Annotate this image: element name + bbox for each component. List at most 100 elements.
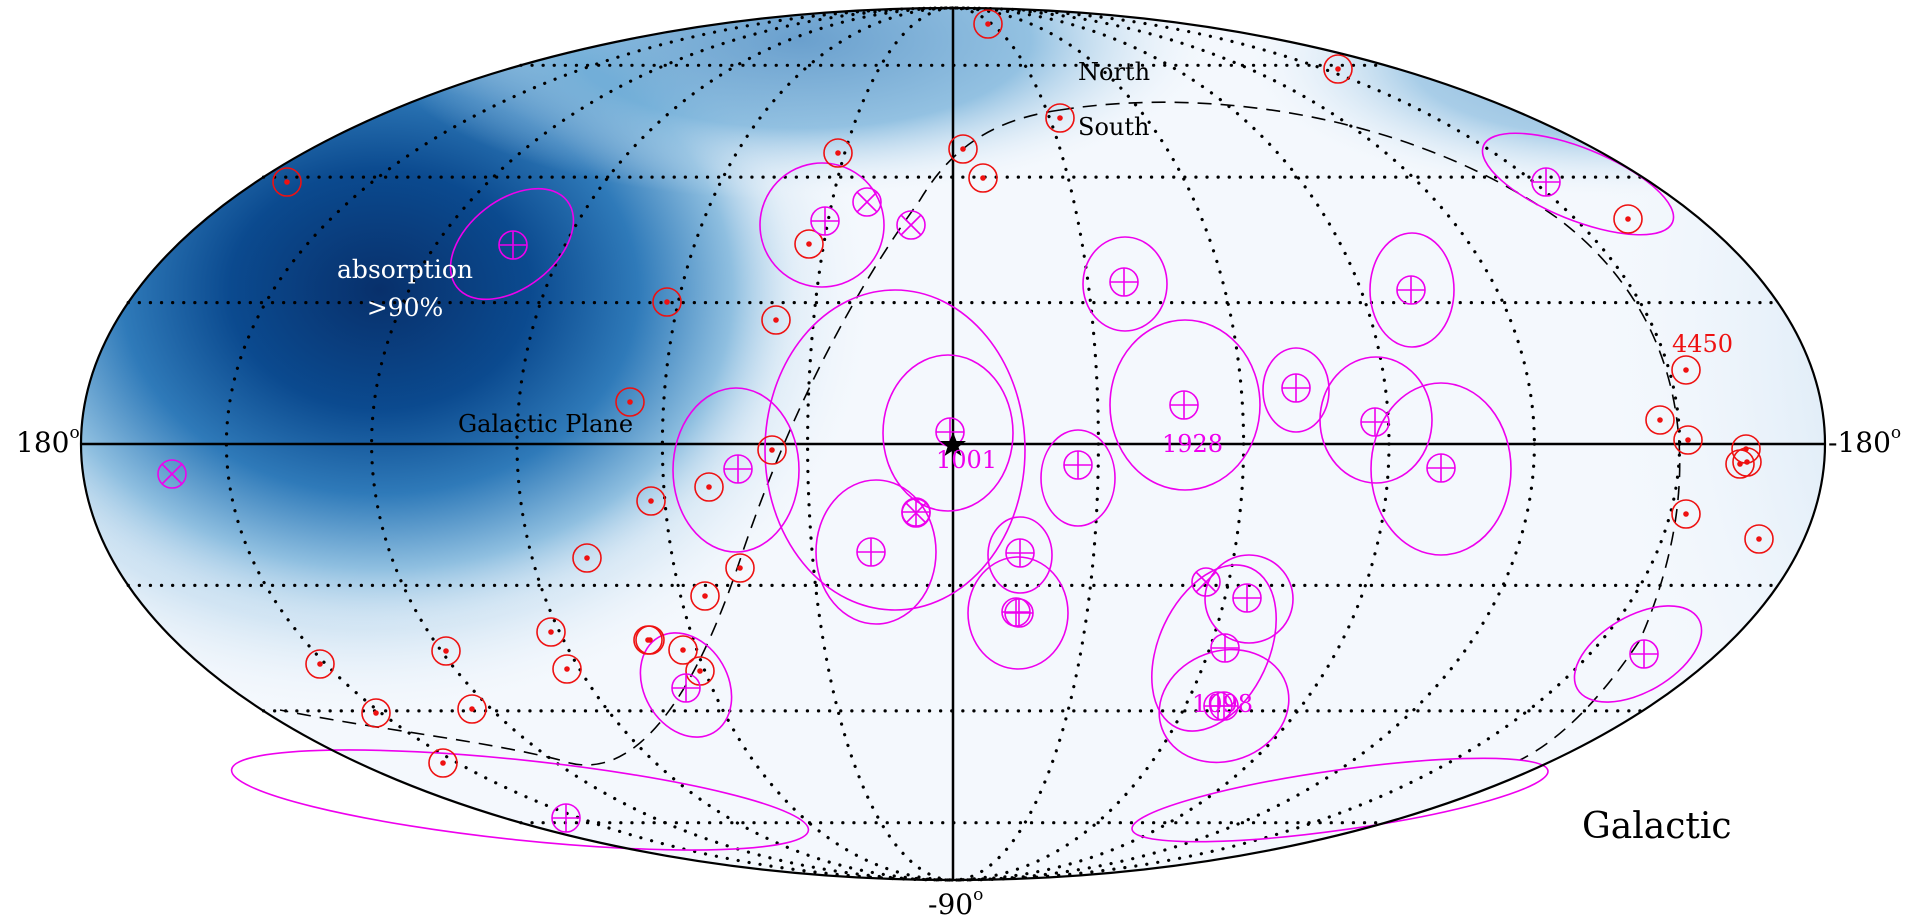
north-south-boundary: [279, 101, 1681, 766]
error-ellipse: [882, 354, 1014, 512]
red-source-marker: [1045, 103, 1075, 133]
absorption-threshold-label: >90%: [367, 293, 444, 322]
red-source-marker: [1323, 54, 1353, 84]
crossed-circle-marker: [1001, 597, 1031, 627]
x-circle-marker: [896, 210, 926, 240]
error-ellipse: [1370, 382, 1512, 556]
crossed-circle-marker: [671, 673, 701, 703]
source-id-1098: 1098: [1192, 690, 1253, 718]
red-source-marker: [968, 163, 998, 193]
red-source-marker: [428, 748, 458, 778]
red-source-marker: [615, 387, 645, 417]
crossed-circle-marker: [1426, 453, 1456, 483]
crossed-circle-marker: [1360, 407, 1390, 437]
crossed-circle-marker: [1005, 538, 1035, 568]
error-ellipse: [1204, 554, 1294, 644]
red-source-marker: [725, 553, 755, 583]
frame-label: Galactic: [1582, 806, 1732, 847]
error-ellipse: [672, 387, 800, 553]
red-source-marker: [973, 9, 1003, 39]
red-source-marker: [694, 472, 724, 502]
error-ellipse: [1131, 757, 1549, 843]
red-source-marker: [1732, 447, 1762, 477]
crossed-circle-marker: [1629, 639, 1659, 669]
red-source-marker: [536, 617, 566, 647]
source-id-1001: 1001: [936, 446, 997, 474]
red-source-marker: [668, 635, 698, 665]
red-source-marker: [305, 649, 335, 679]
red-source-marker: [690, 581, 720, 611]
left-edge-label: 180o: [16, 423, 80, 459]
south-label: South: [1078, 113, 1149, 141]
red-source-marker: [1671, 499, 1701, 529]
red-source-marker: [457, 694, 487, 724]
error-ellipse: [449, 187, 575, 301]
x-circle-marker: [1191, 567, 1221, 597]
right-edge-label: -180o: [1828, 423, 1901, 459]
error-ellipse: [967, 556, 1069, 670]
error-ellipse: [1082, 236, 1168, 332]
red-source-marker: [636, 486, 666, 516]
x-circle-marker: [157, 459, 187, 489]
red-source-marker: [794, 229, 824, 259]
red-source-marker: [635, 625, 665, 655]
red-source-marker: [948, 134, 978, 164]
crossed-circle-marker: [1109, 267, 1139, 297]
red-source-marker: [1673, 425, 1703, 455]
red-source-marker: [761, 305, 791, 335]
error-ellipse: [987, 516, 1053, 594]
red-source-marker: [1645, 405, 1675, 435]
crossed-circle-marker: [1210, 633, 1240, 663]
error-ellipses: [230, 132, 1703, 851]
error-ellipse: [1158, 648, 1290, 764]
crossed-circle-marker: [1203, 691, 1233, 721]
error-ellipse: [1109, 319, 1261, 491]
crossed-circle-marker: [1004, 598, 1034, 628]
red-source-marker: [1744, 524, 1774, 554]
red-source-marker: [552, 654, 582, 684]
crossed-circle-marker: [810, 206, 840, 236]
crossed-circle-marker: [498, 230, 528, 260]
crossed-circle-marker: [1063, 450, 1093, 480]
error-ellipse: [815, 479, 937, 625]
error-ellipse: [639, 632, 733, 738]
error-ellipse: [1262, 347, 1330, 433]
error-ellipse: [1481, 132, 1675, 236]
galactic-plane-label: Galactic Plane: [458, 410, 633, 438]
error-ellipse: [1319, 356, 1433, 484]
red-source-marker: [1613, 204, 1643, 234]
red-source-marker: [652, 287, 682, 317]
red-source-marker: [1671, 355, 1701, 385]
sky-boundary: [79, 6, 1827, 882]
red-source-marker: [361, 698, 391, 728]
source-id-1928: 1928: [1162, 430, 1223, 458]
crossed-circle-marker: [856, 537, 886, 567]
error-ellipse: [1369, 232, 1455, 348]
crossed-circle-marker: [1232, 583, 1262, 613]
error-ellipse: [764, 289, 1026, 611]
crossed-circle-marker: [1169, 390, 1199, 420]
x-circle-marker: [901, 498, 931, 528]
red-markers: [272, 9, 1774, 778]
crossed-circle-marker: [1396, 275, 1426, 305]
galactic-center-star: [940, 432, 966, 456]
red-source-marker: [757, 435, 787, 465]
x-circle-marker: [852, 187, 882, 217]
red-source-marker: [431, 636, 461, 666]
bottom-label: -90o: [928, 885, 983, 920]
crossed-circle-marker: [551, 803, 581, 833]
source-id-4450: 4450: [1672, 330, 1733, 358]
crossed-circle-marker: [1531, 167, 1561, 197]
crossed-circle-marker: [1281, 373, 1311, 403]
magenta-markers: [157, 167, 1659, 833]
error-ellipse: [230, 749, 810, 851]
north-label: North: [1078, 58, 1150, 86]
error-ellipse: [1573, 605, 1703, 703]
crossed-circle-marker: [723, 454, 753, 484]
red-source-marker: [272, 167, 302, 197]
red-source-marker: [823, 138, 853, 168]
absorption-label: absorption: [337, 255, 473, 284]
error-ellipse: [1151, 564, 1277, 732]
red-source-marker: [572, 543, 602, 573]
